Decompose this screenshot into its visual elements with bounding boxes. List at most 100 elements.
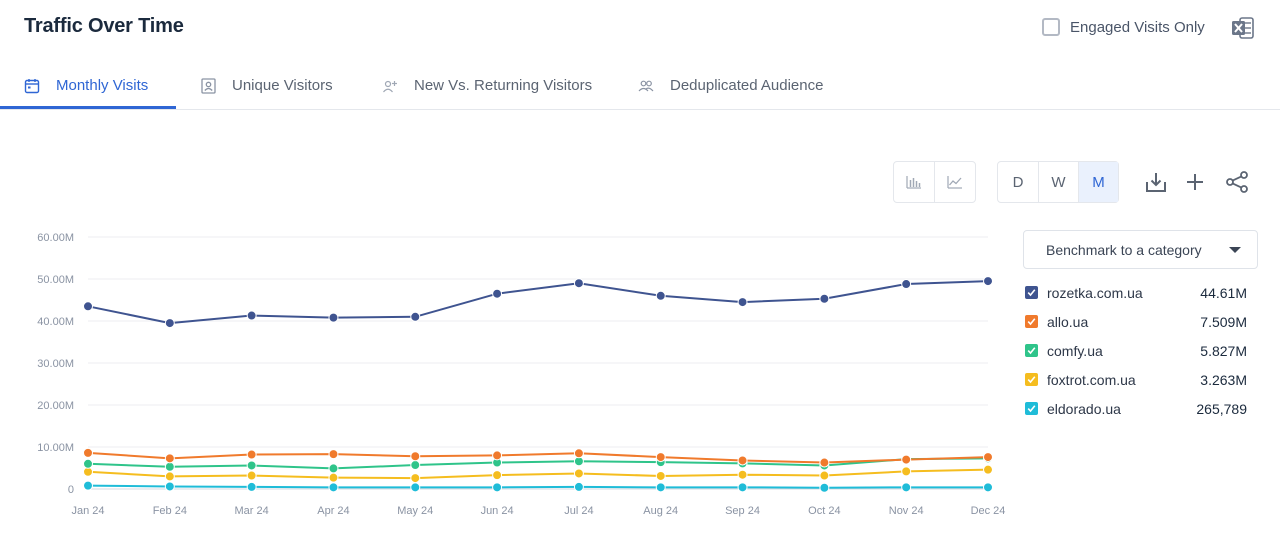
traffic-line-chart: 0 10.00M 20.00M 30.00M 40.00M 50.00M 60.00M Jan… [37,232,1006,517]
data-point [83,447,93,458]
legend-label: eldorado.ua [1047,400,1121,417]
data-point [901,454,912,465]
series-line [87,468,989,480]
x-tick-label: Oct 24 [808,505,840,517]
data-point [983,464,993,475]
data-point [164,461,175,472]
engaged-visits-label: Engaged Visits Only [1070,18,1205,36]
data-point [901,279,912,290]
data-point [246,470,257,481]
y-tick-label: 0 [68,484,74,496]
active-tab-indicator [0,106,176,109]
tab-new-vs-returning[interactable]: New Vs. Returning Visitors [382,62,592,109]
data-point [246,481,257,492]
legend-checkbox[interactable] [1025,344,1038,357]
add-button[interactable] [1182,169,1208,195]
y-tick-label: 50.00M [37,274,74,286]
y-tick-label: 10.00M [37,442,74,454]
calendar-icon [24,78,40,93]
legend-checkbox[interactable] [1025,373,1038,386]
tab-unique-visitors[interactable]: Unique Visitors [201,62,333,109]
legend-checkbox[interactable] [1025,286,1038,299]
chart-type-toggle [893,161,976,203]
data-point [164,453,175,464]
bar-chart-button[interactable] [894,162,934,202]
data-point [246,310,257,321]
benchmark-label: Benchmark to a category [1046,241,1202,258]
data-point [819,457,830,468]
legend-item[interactable]: comfy.ua 5.827M [1025,336,1250,365]
benchmark-dropdown[interactable]: Benchmark to a category [1023,230,1258,269]
x-tick-label: Mar 24 [235,505,269,517]
series-line [87,451,989,464]
y-tick-label: 60.00M [37,232,74,244]
legend-item[interactable]: eldorado.ua 265,789 [1025,394,1250,423]
data-point [410,473,421,484]
data-point [164,318,175,329]
data-point [737,455,748,466]
y-tick-label: 30.00M [37,358,74,370]
data-point [901,482,912,493]
data-point [573,468,584,479]
data-point [655,482,666,493]
download-button[interactable] [1143,169,1169,195]
data-point [246,449,257,460]
engaged-visits-toggle[interactable]: Engaged Visits Only [1042,18,1205,36]
data-point [246,460,257,471]
share-button[interactable] [1224,169,1250,195]
legend-item[interactable]: allo.ua 7.509M [1025,307,1250,336]
data-point [819,470,830,481]
series-line [87,457,989,470]
download-icon [1146,173,1166,192]
data-point [164,481,175,492]
granularity-month-button[interactable]: M [1078,162,1118,202]
legend-item[interactable]: rozetka.com.ua 44.61M [1025,278,1250,307]
tab-deduplicated-audience[interactable]: Deduplicated Audience [638,62,823,109]
x-tick-label: Jul 24 [564,505,593,517]
x-tick-label: Nov 24 [889,505,924,517]
granularity-week-button[interactable]: W [1038,162,1078,202]
page-title: Traffic Over Time [24,15,184,37]
tab-label: Monthly Visits [56,77,149,94]
legend-label: foxtrot.com.ua [1047,371,1136,388]
check-icon [1027,318,1036,326]
data-point [83,301,93,312]
engaged-visits-checkbox[interactable] [1042,18,1060,36]
x-tick-label: Apr 24 [317,505,349,517]
data-point [410,482,421,493]
data-point [983,482,993,493]
tab-bar: Monthly Visits Unique Visitors New Vs. R… [0,62,1280,110]
share-icon [1226,171,1248,193]
data-point [737,297,748,308]
check-icon [1027,376,1036,384]
bar-chart-icon [906,176,921,189]
chart-legend: rozetka.com.ua 44.61M allo.ua 7.509M comfy.u… [1025,278,1250,423]
data-point [983,276,993,287]
excel-icon[interactable] [1231,16,1255,40]
data-point [328,449,339,460]
data-point [328,472,339,483]
line-chart-button[interactable] [934,162,974,202]
data-point [655,452,666,463]
data-point [819,293,830,304]
series-line [87,280,989,325]
legend-item[interactable]: foxtrot.com.ua 3.263M [1025,365,1250,394]
data-point [328,482,339,493]
legend-checkbox[interactable] [1025,315,1038,328]
tab-monthly-visits[interactable]: Monthly Visits [24,62,148,109]
granularity-day-button[interactable]: D [1012,173,1024,191]
data-point [492,288,503,299]
legend-label: comfy.ua [1047,342,1103,359]
legend-checkbox[interactable] [1025,402,1038,415]
data-point [410,451,421,462]
x-tick-label: Dec 24 [971,505,1006,517]
y-tick-label: 40.00M [37,316,74,328]
legend-value: 7.509M [1200,313,1247,330]
data-point [901,466,912,477]
line-chart-icon [946,176,962,189]
plus-icon [1187,174,1203,190]
tab-label: New Vs. Returning Visitors [414,77,593,94]
granularity-toggle: D W M [997,161,1119,203]
data-point [410,460,421,471]
legend-label: rozetka.com.ua [1047,284,1143,301]
